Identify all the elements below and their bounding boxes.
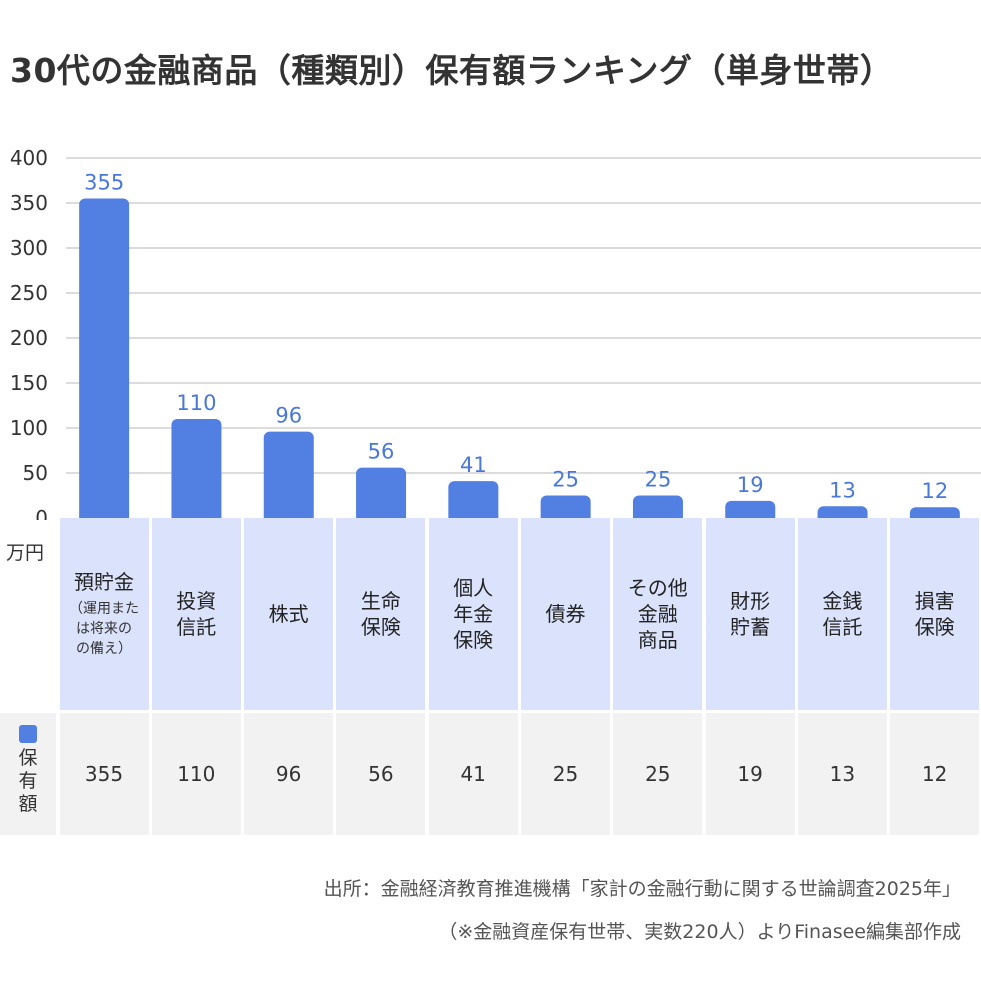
source-line-2: （※金融資産保有世帯、実数220人）よりFinasee編集部作成 bbox=[438, 921, 961, 943]
category-label: 投資 信託 bbox=[176, 589, 217, 639]
category-label: 生命 保険 bbox=[360, 589, 401, 639]
y-tick-label: 350 bbox=[10, 191, 48, 215]
legend-swatch bbox=[19, 725, 37, 743]
category-note: （運用また は将来の の備え） bbox=[69, 600, 139, 658]
chart-title: 30代の金融商品（種類別）保有額ランキング（単身世帯） bbox=[10, 51, 894, 90]
category-label: 個人 年金 保険 bbox=[453, 576, 494, 652]
source-line-1: 出所：金融経済教育推進機構「家計の金融行動に関する世論調査2025年」 bbox=[323, 878, 961, 900]
table-value-cell: 110 bbox=[151, 713, 241, 835]
bar-value-label: 13 bbox=[829, 478, 856, 502]
bar bbox=[448, 481, 499, 520]
category-cell: 投資 信託 bbox=[151, 518, 241, 710]
category-cell: 預貯金 （運用また は将来の の備え） bbox=[59, 518, 149, 710]
y-tick-label: 0 bbox=[35, 506, 48, 520]
bar-value-label: 19 bbox=[737, 473, 764, 497]
y-tick-label: 250 bbox=[10, 281, 48, 305]
y-tick-label: 300 bbox=[10, 236, 48, 260]
bar bbox=[171, 419, 222, 520]
table-value-cell: 25 bbox=[521, 713, 610, 835]
bar bbox=[725, 500, 776, 520]
bar-value-label: 96 bbox=[275, 404, 302, 428]
bar-value-label: 110 bbox=[176, 391, 216, 415]
table-value-cell: 25 bbox=[613, 713, 703, 835]
category-cell: 個人 年金 保険 bbox=[428, 518, 518, 710]
unit-label: 万円 bbox=[6, 542, 45, 564]
bar-value-label: 56 bbox=[368, 440, 395, 464]
table-value-cell: 355 bbox=[59, 713, 149, 835]
category-cell: 債券 bbox=[521, 518, 610, 710]
bar-value-label: 12 bbox=[921, 479, 948, 503]
bar bbox=[356, 467, 407, 520]
category-cell: 株式 bbox=[244, 518, 334, 710]
legend: 保 有 額 bbox=[0, 713, 56, 835]
category-cell: 財形 貯蓄 bbox=[705, 518, 795, 710]
category-cell: 損害 保険 bbox=[890, 518, 980, 710]
table-value-cell: 96 bbox=[244, 713, 334, 835]
bar-chart: 0 50 100 150 200 250 300 350 400 355 110 96 56 41 25 25… bbox=[10, 146, 981, 520]
category-label: 損害 保険 bbox=[914, 589, 955, 639]
bar bbox=[79, 198, 130, 520]
bar-value-label: 41 bbox=[460, 453, 487, 477]
category-label: 預貯金 bbox=[74, 569, 134, 594]
bar-value-label: 355 bbox=[84, 171, 124, 195]
y-tick-label: 50 bbox=[23, 461, 48, 485]
y-tick-label: 100 bbox=[10, 416, 48, 440]
category-label: その他 金融 商品 bbox=[627, 576, 688, 652]
category-cell: 生命 保険 bbox=[336, 518, 426, 710]
category-label: 金銭 信託 bbox=[822, 589, 863, 639]
y-tick-label: 200 bbox=[10, 326, 48, 350]
table-value-cell: 12 bbox=[890, 713, 980, 835]
category-cell: 金銭 信託 bbox=[797, 518, 887, 710]
category-cell: その他 金融 商品 bbox=[613, 518, 703, 710]
bar-value-label: 25 bbox=[645, 468, 672, 492]
bar-value-label: 25 bbox=[552, 468, 579, 492]
table-value-cell: 41 bbox=[428, 713, 518, 835]
table-value-cell: 19 bbox=[705, 713, 795, 835]
legend-label: 保 有 額 bbox=[18, 747, 38, 815]
bar bbox=[632, 495, 683, 520]
category-label: 株式 bbox=[268, 602, 309, 626]
category-label: 財形 貯蓄 bbox=[730, 589, 771, 639]
y-tick-label: 400 bbox=[10, 146, 48, 170]
bar bbox=[817, 506, 868, 520]
bar bbox=[909, 507, 960, 520]
bar bbox=[540, 495, 591, 520]
category-label: 債券 bbox=[545, 602, 586, 626]
y-tick-label: 150 bbox=[10, 371, 48, 395]
table-value-cell: 56 bbox=[336, 713, 426, 835]
table-value-cell: 13 bbox=[797, 713, 887, 835]
bar bbox=[263, 431, 314, 520]
